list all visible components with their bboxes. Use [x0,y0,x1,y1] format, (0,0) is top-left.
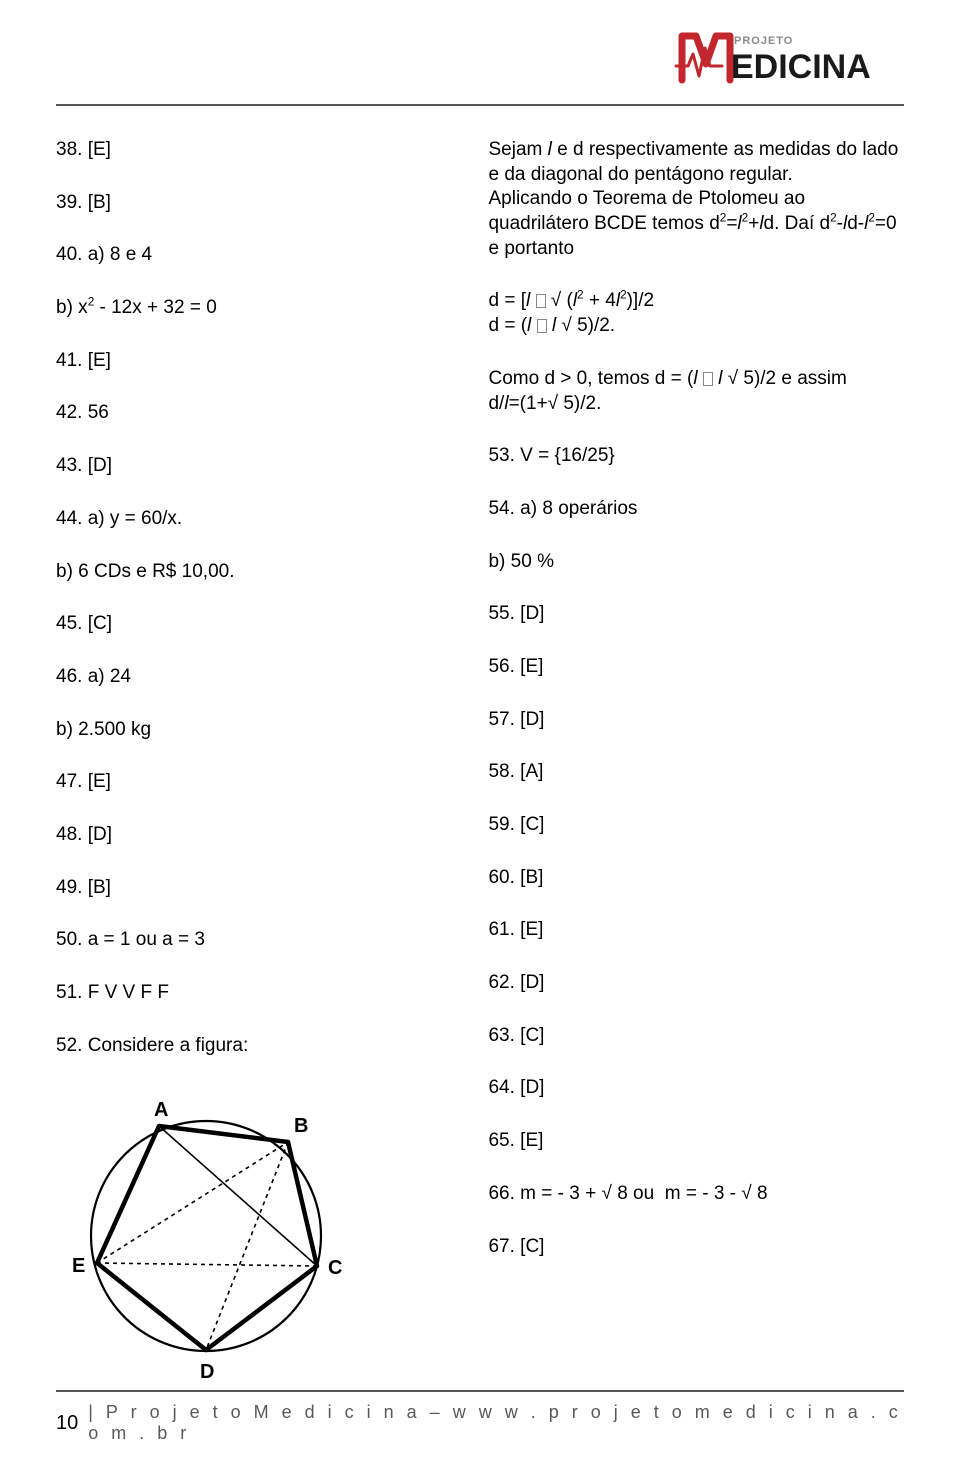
header-divider [56,104,904,106]
answer-41: 41. [E] [56,349,459,374]
pentagon-svg: A B C D E [56,1086,356,1386]
column-right: Sejam l e d respectivamente as medidas d… [488,138,904,1360]
answer-56: 56. [E] [488,655,904,680]
answer-64: 64. [D] [488,1076,904,1101]
answer-45: 45. [C] [56,612,459,637]
footer-text-line: 10 | P r o j e t o M e d i c i n a – w w… [56,1402,904,1444]
answer-60: 60. [B] [488,866,904,891]
answer-48: 48. [D] [56,823,459,848]
para-52-2: Aplicando o Teorema de Ptolomeu ao quadr… [488,187,904,261]
column-left: 38. [E] 39. [B] 40. a) 8 e 4 b) x2 - 12x… [56,138,459,1360]
label-b: B [294,1115,308,1137]
medicina-logo-icon: PROJETO EDICINA [674,22,904,92]
answer-65: 65. [E] [488,1129,904,1154]
figure-pentagon [97,1126,317,1350]
answer-58: 58. [A] [488,760,904,785]
figure-edge-ac [159,1126,317,1266]
label-e: E [72,1255,85,1277]
answer-51: 51. F V V F F [56,981,459,1006]
answer-63: 63. [C] [488,1024,904,1049]
answer-47: 47. [E] [56,770,459,795]
answer-54a: 54. a) 8 operários [488,497,904,522]
answer-61: 61. [E] [488,918,904,943]
page: PROJETO EDICINA 38. [E] 39. [B] 40. a) 8… [0,0,960,1480]
figure-diag-ec [97,1263,317,1266]
answer-49: 49. [B] [56,876,459,901]
answer-50: 50. a = 1 ou a = 3 [56,928,459,953]
answer-53: 53. V = {16/25} [488,444,904,469]
answer-39: 39. [B] [56,191,459,216]
answer-43: 43. [D] [56,454,459,479]
answer-46b: b) 2.500 kg [56,718,459,743]
pentagon-figure: A B C D E [56,1086,459,1386]
answer-44a: 44. a) y = 60/x. [56,507,459,532]
answer-42: 42. 56 [56,401,459,426]
missing-glyph-icon [537,319,547,333]
answer-62: 62. [D] [488,971,904,996]
content-columns: 38. [E] 39. [B] 40. a) 8 e 4 b) x2 - 12x… [56,138,904,1360]
eq-d3: Como d > 0, temos d = (l l √ 5)/2 e assi… [488,367,904,392]
answer-59: 59. [C] [488,813,904,838]
answer-55: 55. [D] [488,602,904,627]
label-c: C [328,1257,342,1279]
answer-46a: 46. a) 24 [56,665,459,690]
answer-38: 38. [E] [56,138,459,163]
para-52-1: Sejam l e d respectivamente as medidas d… [488,138,904,187]
answer-44b: b) 6 CDs e R$ 10,00. [56,560,459,585]
page-number: 10 [56,1412,78,1435]
footer-divider [56,1390,904,1392]
answer-40a: 40. a) 8 e 4 [56,243,459,268]
footer-site: | P r o j e t o M e d i c i n a – w w w … [88,1402,904,1444]
brand-logo: PROJETO EDICINA [674,22,904,92]
logo-main-text: EDICINA [731,48,871,86]
answer-66: 66. m = - 3 + √ 8 ou m = - 3 - √ 8 [488,1182,904,1207]
label-d: D [200,1361,214,1383]
eq-d4: d/l=(1+√ 5)/2. [488,392,904,417]
answer-57: 57. [D] [488,708,904,733]
label-a: A [154,1099,168,1121]
answer-67: 67. [C] [488,1235,904,1260]
eq-d1: d = [l √ (l2 + 4l2)]/2 [488,289,904,314]
logo-top-text: PROJETO [734,35,793,47]
eq-d2: d = (l l √ 5)/2. [488,314,904,339]
missing-glyph-icon [703,372,713,386]
page-footer: 10 | P r o j e t o M e d i c i n a – w w… [56,1390,904,1444]
answer-40b: b) x2 - 12x + 32 = 0 [56,296,459,321]
answer-52: 52. Considere a figura: [56,1034,459,1059]
figure-circle [91,1121,321,1351]
missing-glyph-icon [536,294,546,308]
answer-54b: b) 50 % [488,550,904,575]
